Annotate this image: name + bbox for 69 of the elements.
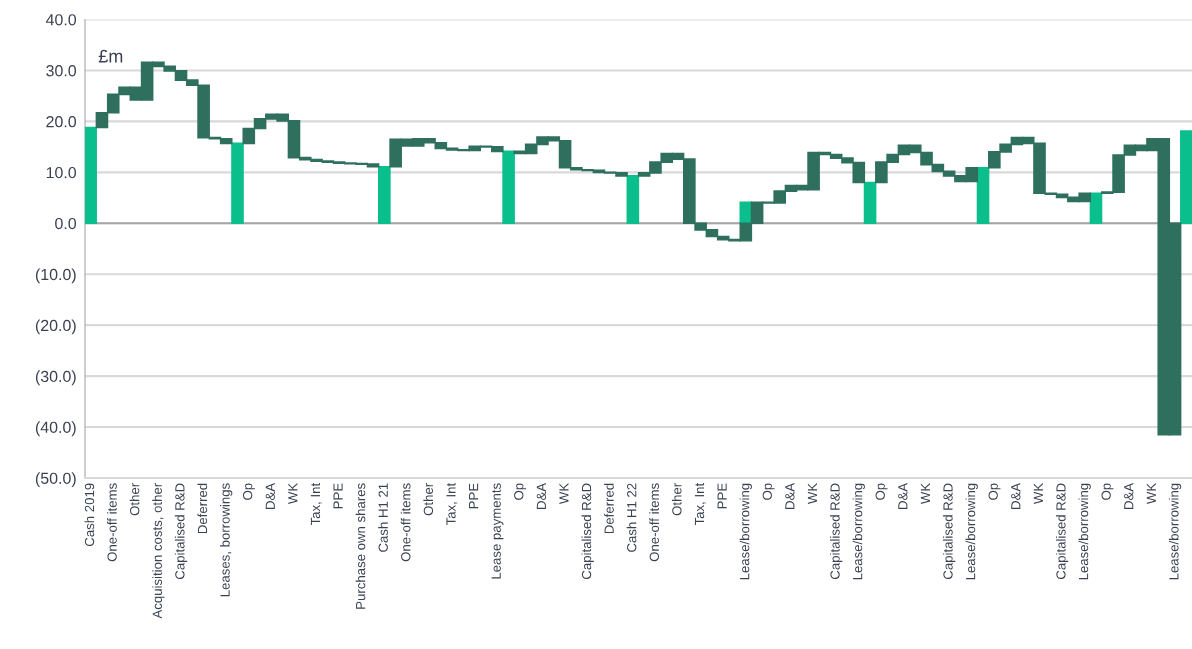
x-tick-label: WK (559, 483, 569, 505)
x-tick-label: D&A (265, 482, 275, 509)
x-tick-label: One-off items (400, 483, 411, 562)
x-tick-label: D&A (1011, 482, 1021, 509)
y-tick-label: 20.0 (46, 116, 77, 128)
x-tick-label: Op (762, 483, 775, 500)
x-tick-label: Capitalised R&D (581, 483, 594, 579)
x-tick-label: Lease payments (491, 483, 504, 579)
x-tick-label: Other (423, 483, 434, 516)
x-tick-label: Cash H1 21 (378, 483, 388, 552)
y-tick-label: 0.0 (55, 217, 77, 230)
bar (378, 165, 391, 225)
y-tick-label: (10.0) (35, 268, 76, 284)
bar (1180, 130, 1192, 225)
y-tick-label: 10.0 (46, 166, 77, 179)
x-tick-label: WK (1146, 483, 1156, 505)
x-tick-label: Purchase own shares (355, 483, 366, 609)
y-tick-label: (50.0) (35, 472, 76, 488)
x-tick-label: Op (988, 483, 1001, 500)
x-tick-label: Capitalised R&D (174, 483, 188, 579)
bar (626, 175, 640, 225)
bar (863, 181, 877, 225)
x-tick-label: PPE (333, 483, 343, 509)
x-tick-label: Cash 2019 (84, 483, 95, 547)
x-tick-label: One-off items (107, 483, 117, 562)
x-tick-label: D&A (1124, 482, 1134, 509)
y-tick-label: 40.0 (45, 14, 77, 26)
bar (976, 166, 990, 225)
x-tick-label: Leases, borrowings (220, 483, 233, 597)
y-tick-label: (40.0) (35, 421, 76, 437)
x-tick-label: One-off items (649, 483, 659, 562)
y-tick-label: 30.0 (46, 65, 77, 77)
x-tick-label: Other (129, 483, 140, 516)
bar (85, 126, 97, 225)
x-tick-label: Op (514, 483, 527, 500)
x-tick-label: D&A (898, 482, 908, 509)
x-tick-label: Op (242, 483, 255, 500)
x-tick-label: D&A (785, 482, 795, 509)
x-tick-label: Cash H1 22 (626, 483, 637, 552)
x-tick-label: D&A (536, 482, 547, 509)
x-tick-label: Lease/borrowing (852, 483, 865, 580)
x-tick-label: PPE (469, 483, 479, 509)
x-tick-label: Lease/borrowing (1168, 483, 1182, 580)
x-tick-label: WK (288, 483, 298, 505)
x-tick-label: Deferred (604, 483, 614, 534)
x-tick-label: Tax, Int (446, 482, 458, 526)
x-tick-label: Acquisition costs, other (152, 483, 165, 619)
y-tick-label: (20.0) (35, 319, 76, 335)
x-tick-label: Deferred (197, 483, 208, 534)
x-tick-label: WK (807, 483, 817, 505)
bar (502, 150, 515, 225)
bar (231, 142, 244, 225)
x-tick-label: Op (875, 483, 888, 500)
x-tick-label: WK (920, 483, 930, 505)
annotation: £m (98, 49, 123, 63)
y-tick-label: (30.0) (35, 370, 76, 386)
x-tick-label: Tax, Int (694, 482, 706, 526)
x-tick-label: Lease/borrowing (1078, 483, 1091, 580)
x-tick-label: Lease/borrowing (965, 483, 978, 580)
x-tick-label: Op (1101, 483, 1114, 500)
x-tick-label: WK (1033, 483, 1043, 505)
x-tick-label: Capitalised R&D (1055, 483, 1069, 579)
x-tick-label: Capitalised R&D (942, 483, 956, 579)
bar (1089, 192, 1103, 225)
x-tick-label: Other (671, 483, 682, 516)
x-tick-label: Lease/borrowing (739, 483, 752, 580)
x-tick-label: Tax, Int (310, 482, 322, 526)
x-tick-label: Capitalised R&D (830, 483, 843, 579)
x-tick-label: PPE (717, 483, 727, 509)
